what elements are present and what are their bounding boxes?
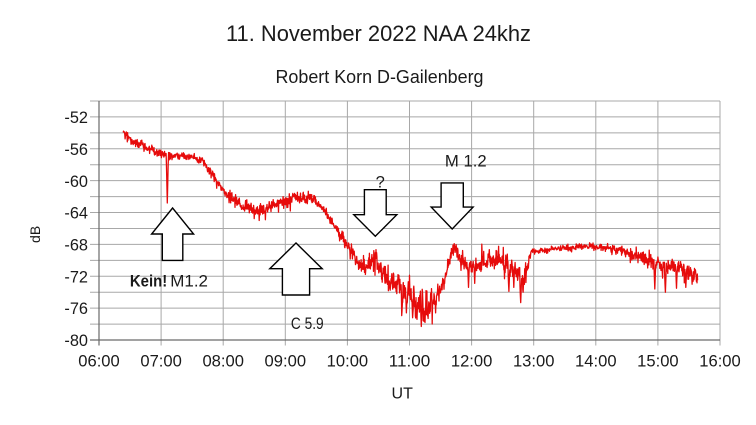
svg-text:UT: UT (392, 385, 414, 402)
svg-text:-64: -64 (64, 204, 88, 223)
svg-text:-60: -60 (64, 172, 88, 191)
svg-text:-68: -68 (64, 236, 88, 255)
svg-text:09:00: 09:00 (265, 352, 307, 371)
svg-text:M1.2: M1.2 (170, 273, 208, 291)
svg-text:?: ? (376, 174, 385, 192)
svg-text:-72: -72 (64, 267, 88, 286)
svg-text:15:00: 15:00 (637, 352, 679, 371)
svg-text:-80: -80 (64, 331, 88, 350)
svg-text:13:00: 13:00 (513, 352, 555, 371)
svg-text:M 1.2: M 1.2 (445, 153, 487, 171)
svg-text:10:00: 10:00 (327, 352, 369, 371)
svg-text:-56: -56 (64, 140, 88, 159)
svg-text:12:00: 12:00 (451, 352, 493, 371)
svg-text:06:00: 06:00 (78, 352, 120, 371)
svg-text:11. November 2022 NAA 24khz: 11. November 2022 NAA 24khz (226, 21, 531, 46)
svg-text:14:00: 14:00 (575, 352, 617, 371)
svg-text:08:00: 08:00 (202, 352, 244, 371)
svg-text:-76: -76 (64, 299, 88, 318)
svg-text:16:00: 16:00 (699, 352, 741, 371)
svg-text:11:00: 11:00 (389, 352, 431, 371)
svg-text:07:00: 07:00 (140, 352, 182, 371)
svg-text:-52: -52 (64, 108, 88, 127)
svg-text:Kein!: Kein! (130, 273, 167, 291)
svg-text:Robert Korn D-Gailenberg: Robert Korn D-Gailenberg (276, 67, 484, 87)
svg-text:C 5.9: C 5.9 (291, 315, 324, 333)
svg-text:dB: dB (27, 226, 43, 243)
